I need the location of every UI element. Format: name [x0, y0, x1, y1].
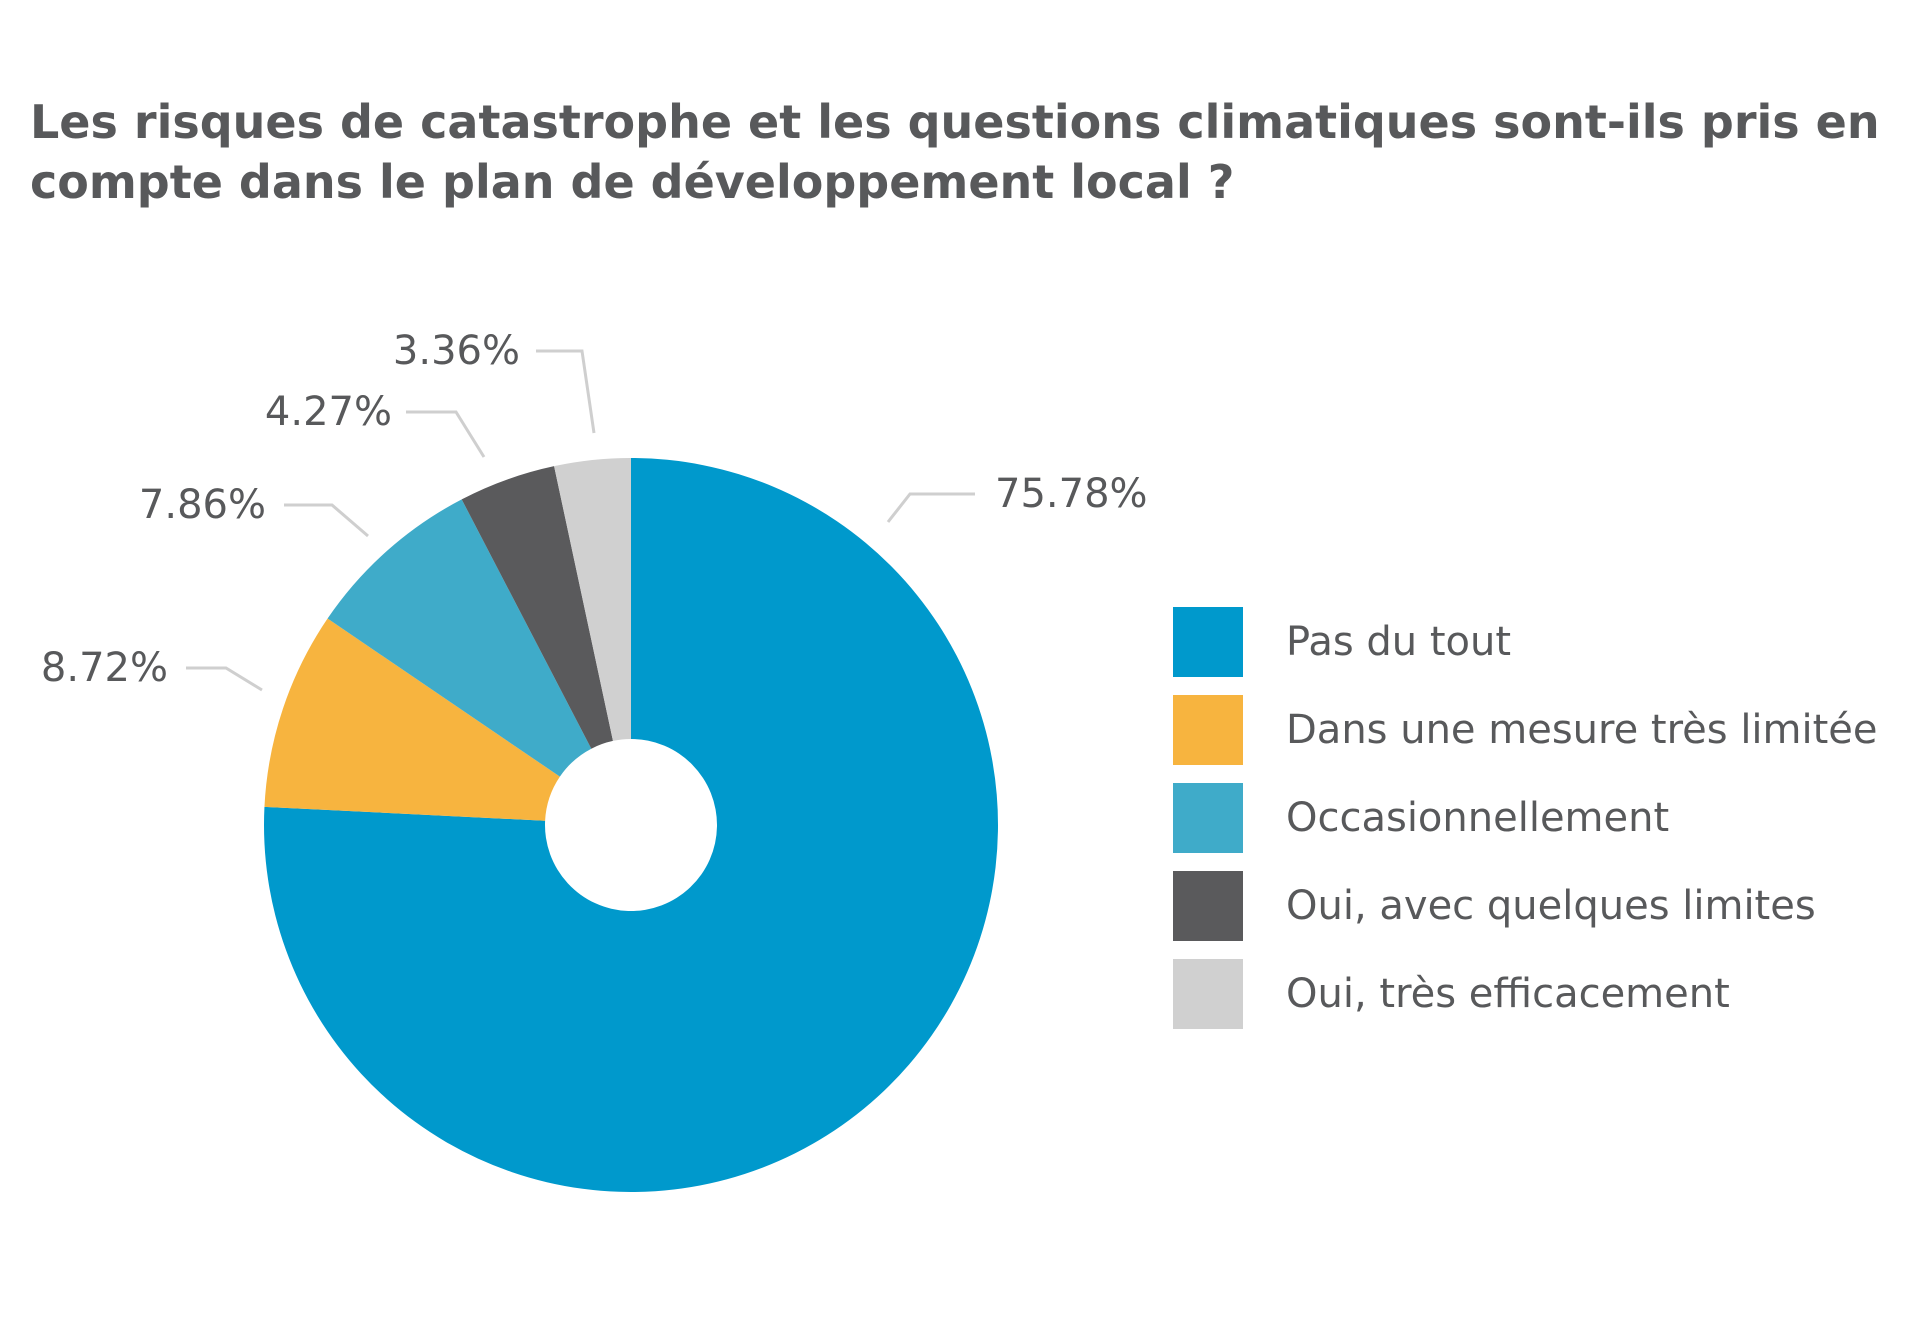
legend-item: Occasionnellement — [1173, 783, 1878, 853]
slice-3 — [327, 499, 592, 777]
slice-4 — [461, 466, 613, 749]
leader-line-2 — [186, 666, 263, 692]
legend-swatch — [1173, 959, 1243, 1029]
legend-label: Oui, très efficacement — [1286, 971, 1730, 1017]
chart-legend: Pas du tout Dans une mesure très limitée O… — [1173, 607, 1878, 1047]
legend-item: Dans une mesure très limitée — [1173, 695, 1878, 765]
slice-2 — [264, 618, 560, 821]
leader-line-5 — [536, 349, 596, 434]
slice-5 — [554, 458, 631, 741]
legend-swatch — [1173, 783, 1243, 853]
slice-label-1: 75.78% — [995, 471, 1148, 517]
leader-line-1 — [886, 492, 975, 523]
legend-item: Oui, très efficacement — [1173, 959, 1878, 1029]
legend-swatch — [1173, 871, 1243, 941]
leader-line-3 — [284, 503, 369, 538]
legend-swatch — [1173, 607, 1243, 677]
legend-label: Pas du tout — [1286, 619, 1512, 665]
slice-label-2: 8.72% — [41, 645, 168, 691]
legend-label: Oui, avec quelques limites — [1286, 883, 1816, 929]
donut-slices — [264, 458, 998, 1193]
legend-label: Dans une mesure très limitée — [1286, 707, 1878, 753]
slice-labels: 75.78% 8.72% 7.86% 4.27%3.36% — [41, 328, 1148, 691]
legend-label: Occasionnellement — [1286, 795, 1670, 841]
legend-item: Oui, avec quelques limites — [1173, 871, 1878, 941]
legend-swatch — [1173, 695, 1243, 765]
legend-item: Pas du tout — [1173, 607, 1878, 677]
leader-line-4 — [406, 410, 486, 458]
slice-label-4: 4.27% — [265, 389, 392, 435]
leader-lines — [186, 349, 975, 692]
slice-1 — [264, 458, 998, 1193]
slice-label-5: 3.36% — [393, 328, 520, 374]
chart-title: Les risques de catastrophe et les questi… — [30, 95, 1880, 209]
slice-label-3: 7.86% — [139, 482, 266, 528]
